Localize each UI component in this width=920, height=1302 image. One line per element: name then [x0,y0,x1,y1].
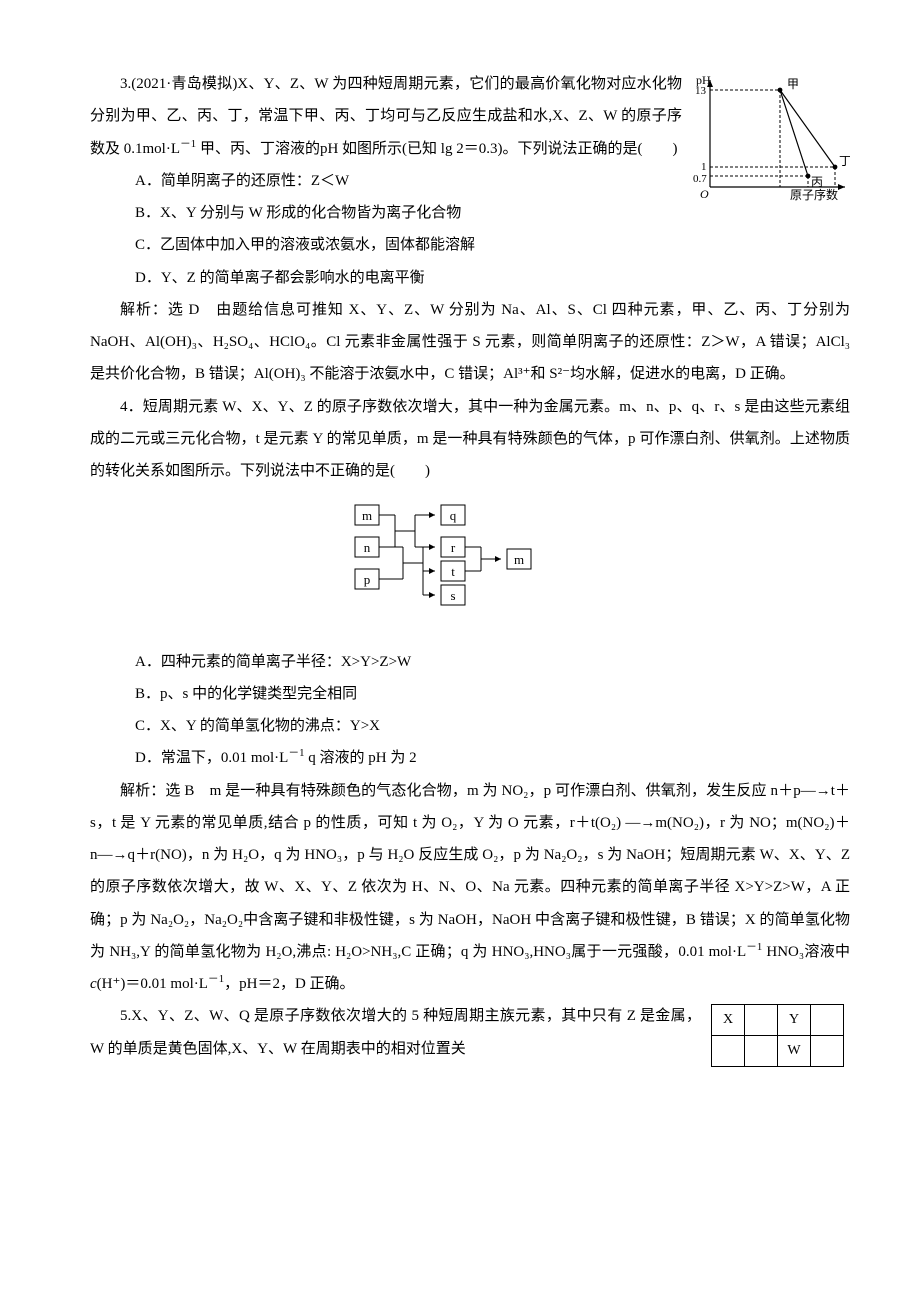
q5-periodic-grid: X Y W [711,1004,844,1067]
svg-text:n: n [364,540,371,555]
label-ding: 丁 [839,154,850,168]
ytick-1: 1 [701,161,707,173]
svg-text:p: p [364,572,371,587]
q3-opt-c: C．乙固体中加入甲的溶液或浓氨水，固体都能溶解 [90,229,850,261]
q4-opt-c: C．X、Y 的简单氢化物的沸点：Y>X [90,710,850,742]
svg-text:q: q [450,508,457,523]
svg-text:r: r [451,540,456,555]
q4-opt-a: A．四种元素的简单离子半径：X>Y>Z>W [90,646,850,678]
cell-X: X [712,1005,745,1036]
q4-opt-d: D．常温下，0.01 mol·L－1 q 溶液的 pH 为 2 [90,742,850,774]
svg-text:m: m [362,508,372,523]
q3-opt-d: D．Y、Z 的简单离子都会影响水的电离平衡 [90,262,850,294]
svg-text:m: m [514,552,524,567]
q3-answer: 解析：选 D 由题给信息可推知 X、Y、Z、W 分别为 Na、Al、S、Cl 四… [90,294,850,391]
q4-stem: 4．短周期元素 W、X、Y、Z 的原子序数依次增大，其中一种为金属元素。m、n、… [90,391,850,488]
ytick-07: 0.7 [693,173,707,185]
ytick-13: 13 [695,85,707,97]
q4-answer: 解析：选 B m 是一种具有特殊颜色的气态化合物，m 为 NO₂，p 可作漂白剂… [90,775,850,1001]
svg-text:s: s [450,588,455,603]
svg-text:t: t [451,564,455,579]
cell-W: W [778,1036,811,1067]
q4-diagram: m n p q r t s [90,495,850,637]
label-jia: 甲 [787,77,799,91]
cell-Y: Y [778,1005,811,1036]
label-bing: 丙 [811,175,823,189]
q3-chart: pH 13 甲 1 丁 0.7 丙 O 原子序数 [690,72,850,202]
q4-opt-b: B．p、s 中的化学键类型完全相同 [90,678,850,710]
origin-o: O [700,187,709,201]
axis-x-label: 原子序数 [790,187,838,202]
